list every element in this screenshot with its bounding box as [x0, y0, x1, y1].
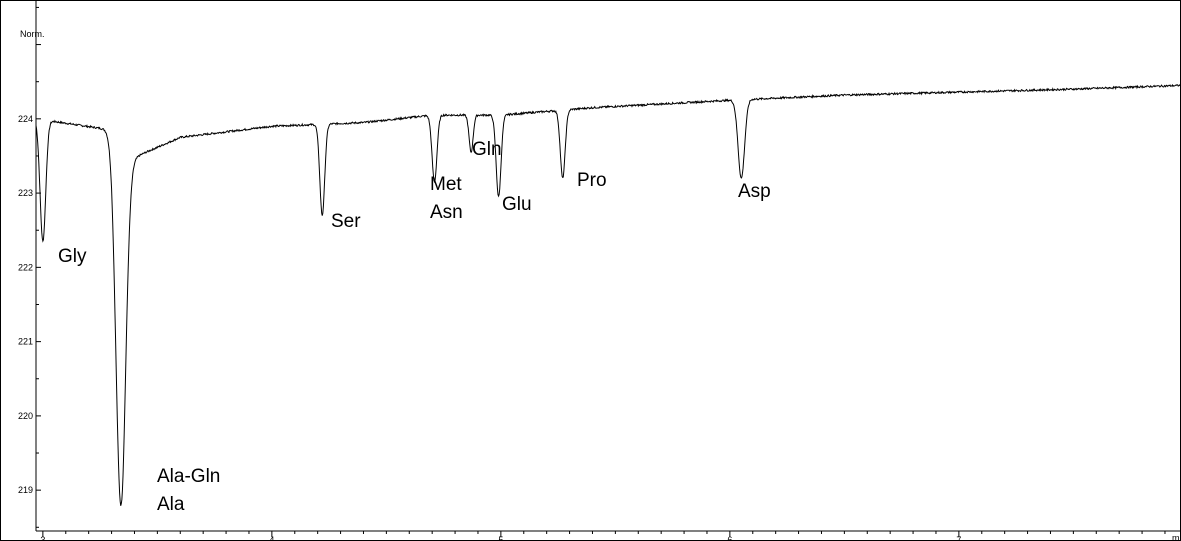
- y-tick-label: 221: [18, 337, 33, 347]
- y-tick-label: 219: [18, 485, 33, 495]
- x-axis-label: m: [1172, 533, 1180, 541]
- x-tick-label: 5: [498, 535, 503, 541]
- peak-label-gln: Gln: [472, 139, 502, 160]
- peak-label-ala: Ala: [157, 494, 185, 515]
- peak-label-asp: Asp: [738, 181, 771, 202]
- peak-labels: Gly Ala-Gln Ala Ser Met Asn Gln Glu Pro Asp: [58, 139, 771, 515]
- chromatogram-trace: [35, 83, 1181, 506]
- x-tick-label: 7: [956, 535, 961, 541]
- peak-label-glu: Glu: [502, 194, 532, 215]
- peak-label-met: Met: [430, 174, 462, 195]
- x-tick-label: 6: [727, 535, 732, 541]
- peak-label-ala-gln: Ala-Gln: [157, 466, 220, 487]
- y-axis-label: Norm.: [20, 29, 45, 39]
- x-tick-label: 3: [40, 535, 45, 541]
- peak-label-pro: Pro: [577, 170, 607, 191]
- y-tick-label: 222: [18, 262, 33, 272]
- y-tick-label: 223: [18, 188, 33, 198]
- y-tick-label: 220: [18, 411, 33, 421]
- x-tick-label: 4: [269, 535, 274, 541]
- y-tick-label: 224: [18, 114, 33, 124]
- axis-ticks: 3 4 5 6 7 219 220 221 222 223 224: [18, 6, 1166, 541]
- peak-label-ser: Ser: [331, 211, 361, 232]
- peak-label-asn: Asn: [430, 202, 463, 223]
- peak-label-gly: Gly: [58, 246, 87, 267]
